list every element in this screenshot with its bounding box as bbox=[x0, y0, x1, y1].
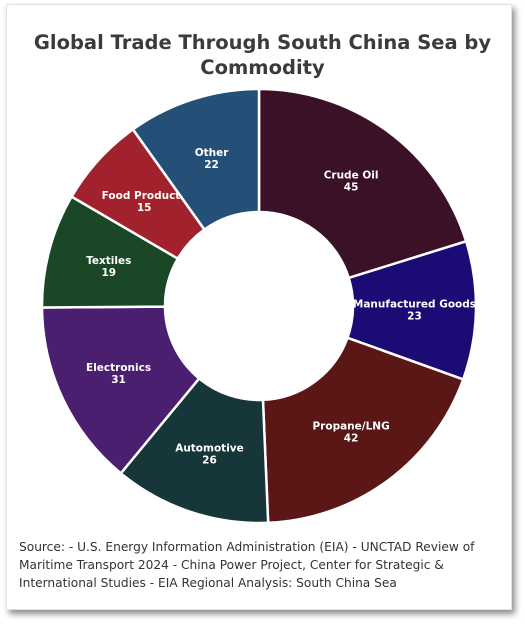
slice-label-textiles: Textiles bbox=[86, 255, 131, 267]
slice-value-manufactured-goods: 23 bbox=[407, 310, 422, 322]
slice-label-automotive: Automotive bbox=[175, 442, 244, 454]
slice-other bbox=[131, 87, 261, 231]
slice-value-textiles: 19 bbox=[101, 267, 116, 279]
slice-label-crude-oil: Crude Oil bbox=[324, 170, 379, 182]
slice-label-electronics: Electronics bbox=[86, 362, 151, 374]
source-note: Source: - U.S. Energy Information Admini… bbox=[19, 540, 475, 590]
slice-label-other: Other bbox=[195, 147, 230, 159]
slice-electronics bbox=[40, 305, 201, 475]
slice-propane-lng bbox=[261, 336, 465, 525]
slice-label-manufactured-goods: Manufactured Goods bbox=[353, 298, 476, 310]
chart-title: Global Trade Through South China Sea by … bbox=[33, 31, 492, 79]
slice-value-crude-oil: 45 bbox=[344, 182, 359, 194]
slice-value-food-products: 15 bbox=[137, 202, 152, 214]
slice-value-electronics: 31 bbox=[111, 374, 126, 386]
slice-label-food-products: Food Products bbox=[102, 190, 187, 202]
slice-value-automotive: 26 bbox=[202, 454, 217, 466]
slice-crude-oil bbox=[257, 87, 468, 280]
slice-value-other: 22 bbox=[204, 159, 219, 171]
slice-label-propane-lng: Propane/LNG bbox=[312, 420, 389, 432]
slice-value-propane-lng: 42 bbox=[344, 432, 359, 444]
